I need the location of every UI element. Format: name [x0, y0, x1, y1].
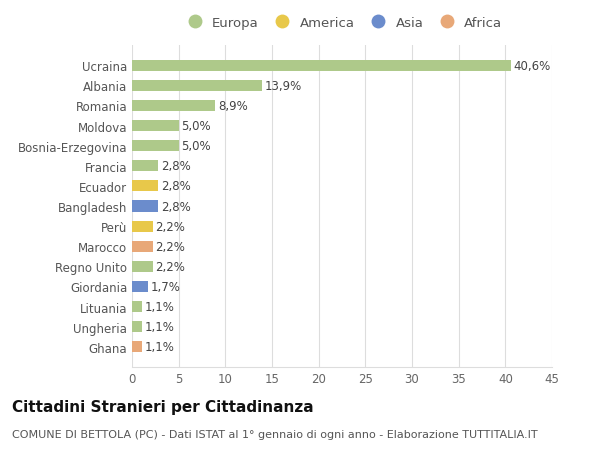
Bar	[132, 261, 152, 272]
Text: 5,0%: 5,0%	[181, 120, 211, 133]
Text: 1,1%: 1,1%	[145, 341, 175, 353]
Text: 40,6%: 40,6%	[514, 60, 551, 73]
Text: 5,0%: 5,0%	[181, 140, 211, 153]
Text: 1,1%: 1,1%	[145, 301, 175, 313]
Bar	[132, 341, 142, 353]
Bar	[132, 321, 142, 332]
Text: 1,1%: 1,1%	[145, 320, 175, 334]
Bar	[132, 141, 179, 152]
Bar	[132, 281, 148, 292]
Text: 2,8%: 2,8%	[161, 200, 191, 213]
Text: 1,7%: 1,7%	[151, 280, 181, 293]
Text: 2,8%: 2,8%	[161, 160, 191, 173]
Bar	[132, 221, 152, 232]
Text: COMUNE DI BETTOLA (PC) - Dati ISTAT al 1° gennaio di ogni anno - Elaborazione TU: COMUNE DI BETTOLA (PC) - Dati ISTAT al 1…	[12, 429, 538, 439]
Text: 2,8%: 2,8%	[161, 180, 191, 193]
Text: 2,2%: 2,2%	[155, 260, 185, 273]
Bar	[132, 121, 179, 132]
Text: 8,9%: 8,9%	[218, 100, 248, 112]
Text: Cittadini Stranieri per Cittadinanza: Cittadini Stranieri per Cittadinanza	[12, 399, 314, 414]
Bar	[132, 101, 215, 112]
Bar	[132, 201, 158, 212]
Bar	[132, 302, 142, 313]
Legend: Europa, America, Asia, Africa: Europa, America, Asia, Africa	[179, 14, 505, 32]
Bar	[132, 81, 262, 92]
Bar	[132, 241, 152, 252]
Text: 2,2%: 2,2%	[155, 240, 185, 253]
Bar	[132, 161, 158, 172]
Bar	[132, 181, 158, 192]
Bar	[132, 61, 511, 72]
Text: 13,9%: 13,9%	[265, 79, 302, 93]
Text: 2,2%: 2,2%	[155, 220, 185, 233]
